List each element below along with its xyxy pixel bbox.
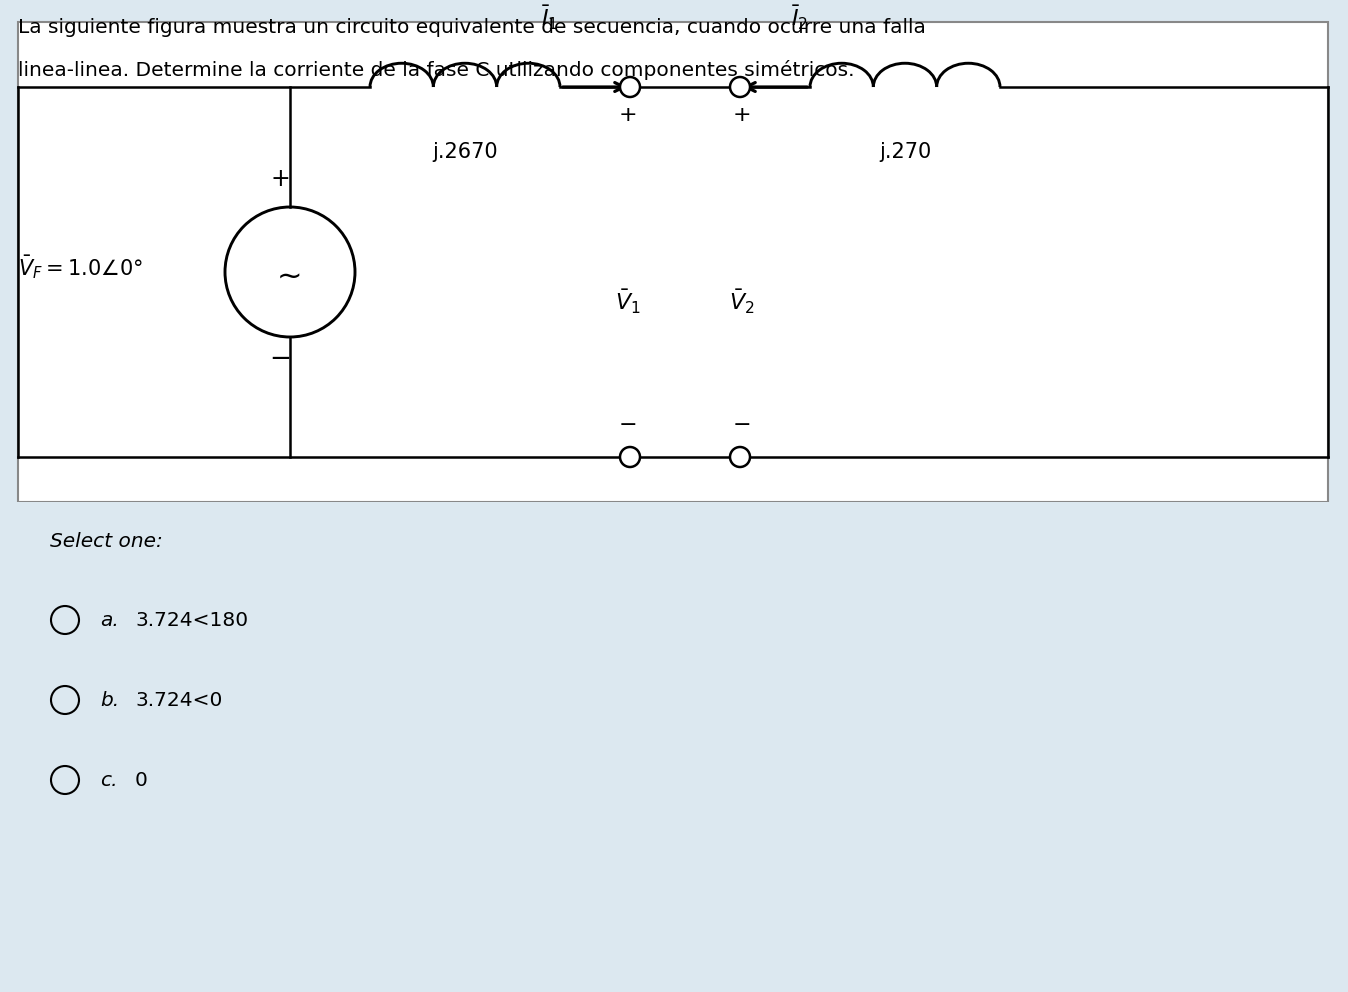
Text: $\bar{I}_2$: $\bar{I}_2$ <box>791 4 809 32</box>
Bar <box>18 22 1328 502</box>
Circle shape <box>731 77 749 97</box>
Text: j.270: j.270 <box>879 142 931 162</box>
Text: $\bar{V}_F = 1.0\angle0°$: $\bar{V}_F = 1.0\angle0°$ <box>18 253 143 281</box>
Bar <box>0 502 1348 992</box>
Text: Select one:: Select one: <box>50 532 163 551</box>
Text: b.: b. <box>100 690 119 709</box>
Text: 3.724<0: 3.724<0 <box>135 690 222 709</box>
Circle shape <box>620 77 640 97</box>
Text: ~: ~ <box>278 263 303 292</box>
Text: 3.724<180: 3.724<180 <box>135 610 248 630</box>
Text: $\bar{V}_1$: $\bar{V}_1$ <box>615 288 640 316</box>
Text: a.: a. <box>100 610 119 630</box>
Text: c.: c. <box>100 771 117 790</box>
Text: −: − <box>619 415 638 435</box>
Text: $\bar{V}_2$: $\bar{V}_2$ <box>729 288 755 316</box>
Text: 0: 0 <box>135 771 148 790</box>
Text: La siguiente figura muestra un circuito equivalente de secuencia, cuando ocurre : La siguiente figura muestra un circuito … <box>18 18 926 37</box>
Circle shape <box>731 447 749 467</box>
Text: +: + <box>270 167 290 191</box>
Text: j.2670: j.2670 <box>433 142 497 162</box>
Text: −: − <box>270 346 291 372</box>
Text: $\bar{I}_1$: $\bar{I}_1$ <box>542 4 558 32</box>
Text: −: − <box>733 415 751 435</box>
Text: +: + <box>733 105 751 125</box>
Circle shape <box>620 447 640 467</box>
Text: +: + <box>619 105 638 125</box>
Bar <box>0 0 1348 115</box>
Text: linea-linea. Determine la corriente de la fase C utilizando componentes simétric: linea-linea. Determine la corriente de l… <box>18 60 855 80</box>
